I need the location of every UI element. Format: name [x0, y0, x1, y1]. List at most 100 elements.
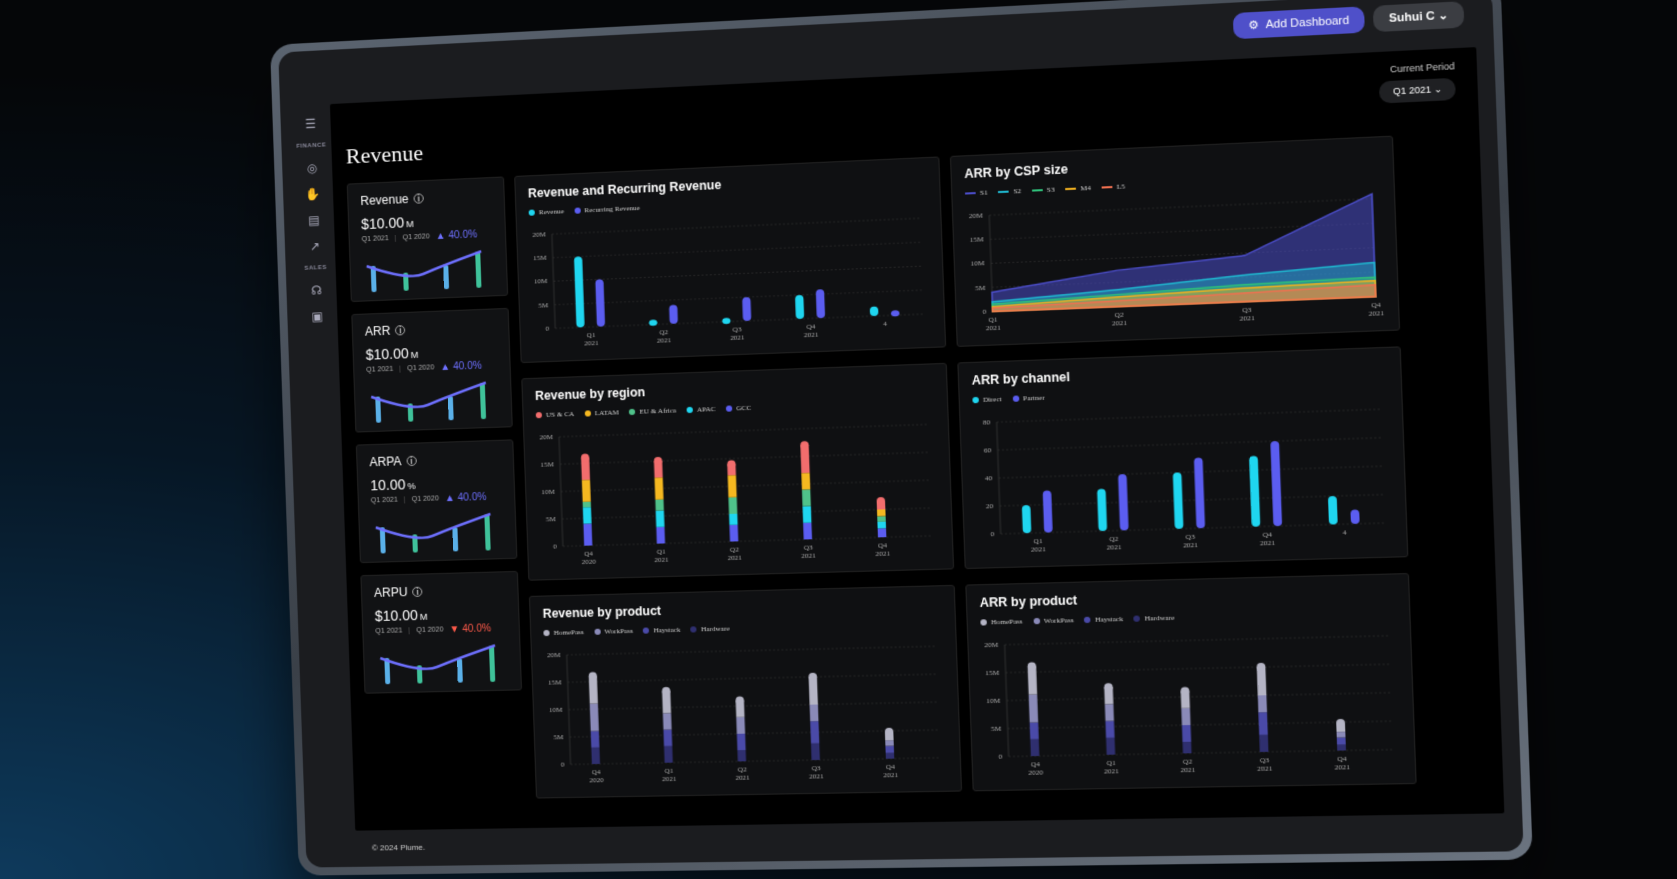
legend-item[interactable]: L5	[1101, 182, 1125, 191]
kpi-period-current: Q1 2021	[371, 497, 398, 505]
bar-segment	[1258, 712, 1268, 735]
info-icon[interactable]: i	[413, 193, 423, 204]
legend-item[interactable]: Partner	[1012, 394, 1045, 403]
x-tick-label: 2021	[1183, 541, 1199, 550]
hand-money-icon[interactable]: ✋	[305, 187, 320, 202]
legend-item[interactable]: LATAM	[584, 408, 619, 417]
legend-swatch	[972, 397, 979, 403]
kpi-delta: ▲ 40.0%	[440, 361, 482, 374]
bar-segment	[591, 731, 600, 748]
trend-icon[interactable]: ↗	[310, 239, 321, 253]
kpi-column: Revenue i $10.00 M Q1 2021 | Q1 2020 ▲ 40…	[330, 47, 1476, 104]
legend-item[interactable]: US & CA	[536, 410, 575, 419]
kpi-title: ARPU i	[374, 582, 506, 600]
y-tick-label: 10M	[549, 706, 563, 714]
kpi-card[interactable]: ARPU i $10.00 M Q1 2021 | Q1 2020 ▼ 40.0%	[360, 571, 522, 694]
legend-item[interactable]: Hardware	[1134, 614, 1175, 623]
gear-icon: ⚙	[1248, 18, 1259, 32]
legend-swatch	[691, 626, 697, 632]
legend-label: GCC	[736, 404, 751, 413]
grid-line	[999, 466, 1382, 478]
bar-segment	[1259, 735, 1268, 752]
grid-line	[570, 730, 938, 737]
kpi-subline: Q1 2021 | Q1 2020 ▲ 40.0%	[366, 360, 498, 376]
period-value: Q1 2021	[1393, 84, 1432, 96]
grid-line	[559, 424, 927, 436]
y-tick-label: 10M	[541, 488, 555, 497]
bar-direct	[1328, 496, 1338, 525]
kpi-title: ARPA i	[369, 451, 501, 469]
x-tick-label: Q2	[1183, 757, 1193, 766]
bar-segment	[1257, 667, 1267, 695]
legend-item[interactable]: GCC	[726, 404, 752, 413]
y-tick-label: 20M	[539, 433, 553, 442]
period-dropdown[interactable]: Q1 2021 ⌄	[1379, 78, 1456, 104]
kpi-card[interactable]: ARR i $10.00 M Q1 2021 | Q1 2020 ▲ 40.0%	[351, 308, 513, 433]
kpi-card[interactable]: ARPA i 10.00% Q1 2021 | Q1 2020 ▲ 40.0%	[356, 439, 518, 563]
legend-item[interactable]: Direct	[972, 395, 1002, 404]
legend-item[interactable]: HomePass	[980, 617, 1022, 626]
bar-segment	[886, 753, 895, 759]
add-dashboard-button[interactable]: ⚙ Add Dashboard	[1233, 6, 1366, 39]
legend-label: S2	[1013, 187, 1021, 196]
legend-item[interactable]: M4	[1065, 184, 1091, 193]
kpi-value-number: $10.00	[361, 214, 405, 232]
x-tick-label: 2021	[1257, 764, 1273, 773]
x-tick-label: 2021	[804, 330, 819, 339]
bar-partner	[1194, 458, 1205, 529]
menu-icon[interactable]: ☰	[305, 117, 316, 132]
kpi-unit: M	[411, 350, 419, 360]
legend-item[interactable]: Revenue	[529, 207, 564, 217]
grid-line	[562, 508, 930, 519]
legend-item[interactable]: WorkPass	[594, 627, 633, 636]
legend-item[interactable]: Hardware	[691, 624, 730, 633]
y-tick-label: 0	[982, 308, 987, 316]
legend-label: Partner	[1023, 394, 1045, 403]
kpi-card[interactable]: Revenue i $10.00 M Q1 2021 | Q1 2020 ▲ 40…	[347, 176, 508, 302]
dashboard-screen: Revenue Current Period Q1 2021 ⌄ Revenue…	[330, 47, 1504, 831]
kpi-delta-value: 40.0%	[457, 492, 486, 504]
legend-item[interactable]: S3	[1032, 185, 1055, 194]
legend-item[interactable]: S1	[965, 188, 988, 197]
headset-icon[interactable]: ☊	[311, 283, 322, 297]
legend-item[interactable]: HomePass	[543, 628, 584, 637]
info-icon[interactable]: i	[412, 587, 422, 597]
coins-icon[interactable]: ◎	[307, 161, 318, 176]
x-tick-label: 2021	[1368, 309, 1384, 318]
legend-swatch	[965, 192, 976, 195]
chart-panel-arr-product: ARR by product HomePass WorkPass Haystack Ha…	[965, 573, 1416, 791]
legend-item[interactable]: WorkPass	[1033, 616, 1074, 625]
kpi-title-text: Revenue	[360, 192, 409, 208]
bar-segment	[878, 528, 887, 537]
legend-label: S1	[980, 188, 988, 197]
table-icon[interactable]: ▤	[308, 213, 320, 228]
y-tick-label: 10M	[970, 259, 984, 268]
legend-item[interactable]: Haystack	[1084, 615, 1123, 624]
legend-label: WorkPass	[604, 627, 633, 636]
x-tick-label: 2021	[657, 336, 672, 345]
y-tick-label: 5M	[546, 515, 556, 523]
bar-segment	[810, 705, 819, 722]
bar-segment	[1183, 742, 1192, 753]
grid-line	[567, 646, 935, 655]
info-icon[interactable]: i	[395, 325, 405, 335]
sidebar-section-sales: SALES	[304, 265, 327, 272]
legend-item[interactable]: Haystack	[643, 626, 680, 635]
grid-line	[997, 409, 1380, 422]
bar-segment	[589, 676, 598, 704]
grid-line	[1005, 636, 1388, 645]
legend-item[interactable]: EU & Africa	[629, 406, 676, 416]
legend-label: US & CA	[546, 410, 574, 419]
camera-icon[interactable]: ▣	[311, 309, 323, 323]
legend-item[interactable]: S2	[998, 187, 1021, 196]
legend-label: M4	[1080, 184, 1091, 193]
bar-segment	[1030, 739, 1039, 756]
user-menu-button[interactable]: Suhui C ⌄	[1373, 1, 1464, 32]
app-window: ⚙ Add Dashboard Suhui C ⌄ ☰ FINANCE ◎ ✋ …	[278, 0, 1523, 868]
legend-item[interactable]: APAC	[686, 405, 715, 414]
legend-label: WorkPass	[1044, 616, 1074, 625]
legend-item[interactable]: Recurring Revenue	[574, 204, 640, 215]
legend-swatch	[1012, 395, 1019, 401]
triangle-up-icon: ▲	[445, 493, 455, 504]
info-icon[interactable]: i	[406, 456, 416, 466]
